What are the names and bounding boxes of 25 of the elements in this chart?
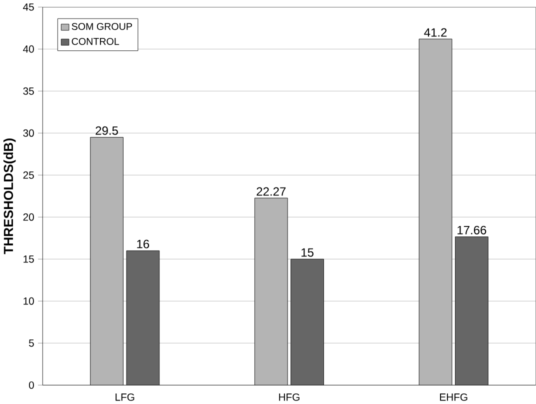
legend-label: CONTROL [72, 38, 120, 45]
y-tick-label: 10 [24, 297, 34, 305]
y-tick-label: 35 [23, 87, 34, 95]
legend-label: SOM GROUP [72, 22, 132, 30]
y-tick-label: 30 [23, 129, 34, 137]
y-tick-label: 5 [28, 339, 34, 347]
data-label: 41.2 [424, 28, 447, 36]
x-tick-label: LFG [116, 393, 134, 401]
y-tick-label: 40 [23, 45, 34, 53]
y-tick-label: 0 [28, 381, 34, 389]
x-tick-label: HFG [279, 393, 300, 401]
y-tick-label: 25 [23, 171, 34, 179]
bar [126, 250, 160, 385]
y-tick-label: 45 [23, 3, 34, 11]
bar [290, 258, 324, 385]
data-label: 16 [137, 240, 150, 248]
y-axis-title: THRESHOLDS(dB) [3, 138, 16, 254]
data-label: 15 [302, 248, 314, 257]
y-tick-label: 15 [24, 255, 34, 263]
x-tick-label: EHFG [440, 393, 468, 401]
data-label: 17.66 [458, 226, 486, 234]
data-label: 29.5 [96, 126, 118, 135]
y-tick-label: 20 [23, 213, 34, 221]
data-label: 22.27 [256, 187, 286, 196]
bar [455, 236, 488, 385]
